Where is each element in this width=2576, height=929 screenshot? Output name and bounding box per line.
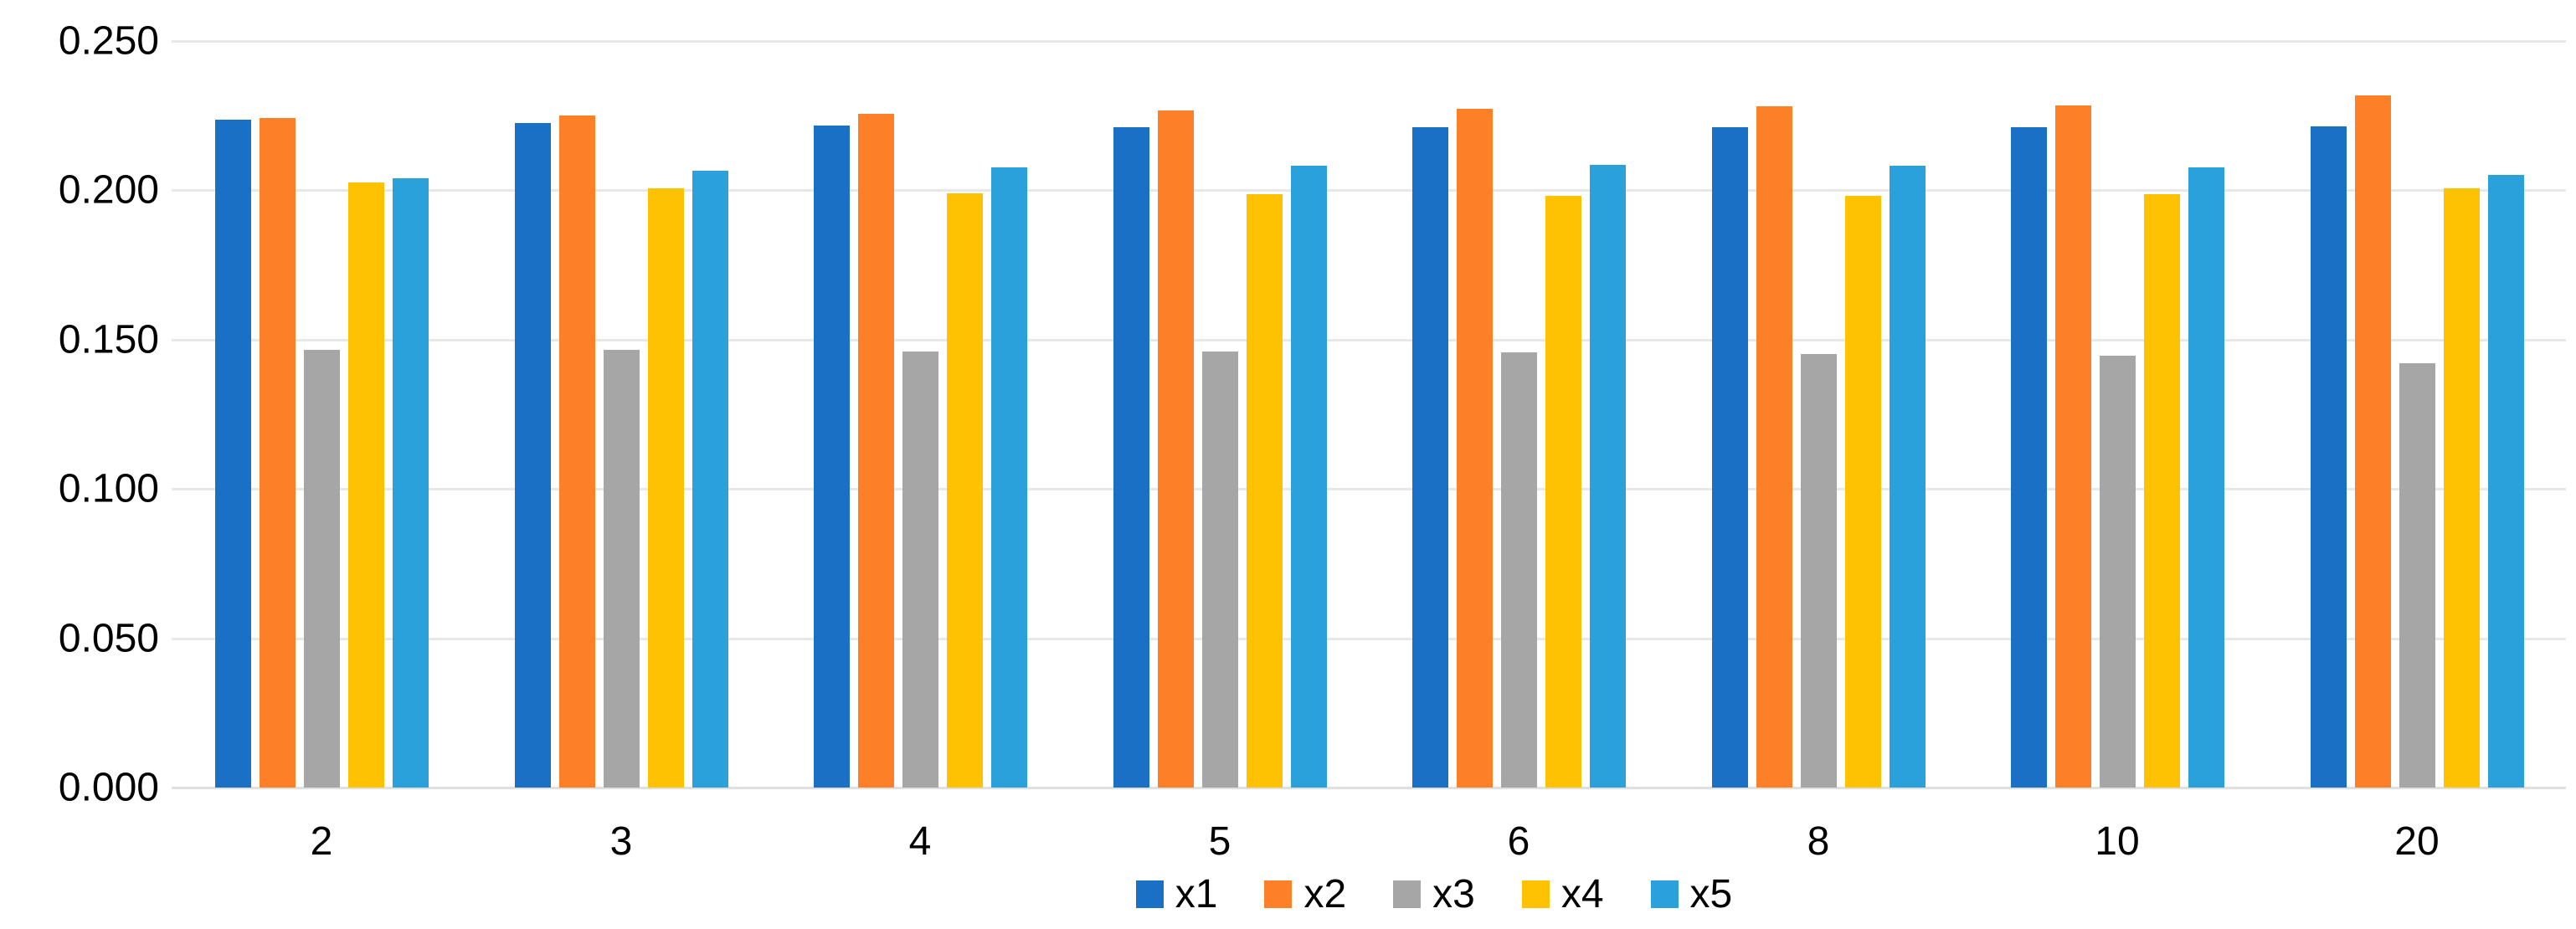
bar-x2-6 bbox=[1456, 109, 1493, 788]
bar-x1-20 bbox=[2310, 126, 2347, 788]
x-axis: 2 3 4 5 6 8 10 20 bbox=[172, 819, 2566, 869]
y-tick-label: 0.100 bbox=[58, 466, 159, 511]
legend-item-x5: x5 bbox=[1650, 871, 1733, 917]
bar-x2-10 bbox=[2054, 105, 2091, 788]
legend-swatch-x3 bbox=[1393, 880, 1422, 909]
x-tick-label: 3 bbox=[609, 819, 633, 864]
bar-x3-2 bbox=[303, 350, 340, 788]
gridline bbox=[172, 40, 2566, 43]
x-tick-label: 20 bbox=[2394, 819, 2440, 864]
bar-x5-10 bbox=[2188, 167, 2224, 788]
legend-swatch-x4 bbox=[1521, 880, 1550, 909]
legend-swatch-x1 bbox=[1135, 880, 1164, 909]
gridline bbox=[172, 339, 2566, 341]
bar-x1-5 bbox=[1113, 127, 1149, 788]
bar-x1-4 bbox=[813, 126, 850, 788]
y-tick-label: 0.150 bbox=[58, 317, 159, 362]
legend: x1 x2 x3 x4 x5 bbox=[237, 871, 2576, 917]
bar-x4-3 bbox=[647, 188, 684, 788]
bar-x3-4 bbox=[902, 352, 938, 788]
bar-x4-5 bbox=[1246, 194, 1283, 788]
x-tick-label: 8 bbox=[1807, 819, 1830, 864]
bar-x5-2 bbox=[392, 178, 429, 788]
bar-x1-3 bbox=[514, 123, 551, 788]
bar-x4-6 bbox=[1545, 196, 1581, 788]
bar-x4-2 bbox=[347, 182, 384, 788]
y-tick-label: 0.000 bbox=[58, 765, 159, 810]
bar-x5-5 bbox=[1290, 166, 1327, 788]
bar-x3-5 bbox=[1201, 352, 1238, 788]
bar-x1-10 bbox=[2010, 127, 2047, 788]
x-tick-label: 6 bbox=[1507, 819, 1530, 864]
y-tick-label: 0.250 bbox=[58, 18, 159, 64]
legend-label: x5 bbox=[1689, 872, 1733, 916]
gridline bbox=[172, 488, 2566, 490]
bar-x5-8 bbox=[1889, 166, 1926, 788]
bar-x3-20 bbox=[2399, 363, 2435, 788]
y-axis: 0.250 0.200 0.150 0.100 0.050 0.000 bbox=[0, 18, 159, 809]
y-tick-label: 0.050 bbox=[58, 616, 159, 661]
bar-group-4 bbox=[770, 41, 1070, 788]
bar-x5-6 bbox=[1589, 165, 1626, 788]
bar-x4-20 bbox=[2443, 188, 2480, 788]
bar-x2-2 bbox=[259, 118, 296, 788]
bar-x1-6 bbox=[1411, 127, 1448, 788]
legend-swatch-x5 bbox=[1650, 880, 1679, 909]
bar-group-6 bbox=[1369, 41, 1668, 788]
bar-x3-6 bbox=[1500, 352, 1537, 788]
y-tick-label: 0.200 bbox=[58, 167, 159, 213]
legend-item-x2: x2 bbox=[1264, 871, 1346, 917]
bar-group-2 bbox=[172, 41, 471, 788]
bar-group-3 bbox=[471, 41, 771, 788]
bar-x2-20 bbox=[2354, 95, 2391, 788]
legend-label: x2 bbox=[1303, 872, 1347, 916]
legend-item-x4: x4 bbox=[1521, 871, 1604, 917]
bar-x2-4 bbox=[857, 114, 894, 788]
bar-x4-10 bbox=[2143, 194, 2180, 788]
bar-x5-20 bbox=[2487, 175, 2524, 788]
bar-x5-3 bbox=[692, 171, 728, 788]
legend-item-x1: x1 bbox=[1135, 871, 1218, 917]
gridline bbox=[172, 638, 2566, 640]
bar-group-8 bbox=[1668, 41, 1968, 788]
bar-group-5 bbox=[1070, 41, 1370, 788]
bar-x2-3 bbox=[558, 115, 595, 788]
bar-x4-8 bbox=[1844, 196, 1881, 788]
legend-label: x3 bbox=[1432, 872, 1475, 916]
bar-x5-4 bbox=[990, 167, 1027, 788]
bar-x2-5 bbox=[1157, 110, 1194, 788]
bar-x4-4 bbox=[946, 193, 983, 788]
legend-item-x3: x3 bbox=[1393, 871, 1475, 917]
bar-group-20 bbox=[2267, 41, 2567, 788]
bar-x3-8 bbox=[1800, 354, 1837, 788]
gridline bbox=[172, 189, 2566, 192]
legend-swatch-x2 bbox=[1264, 880, 1293, 909]
bar-x2-8 bbox=[1756, 106, 1792, 788]
plot-area bbox=[172, 40, 2567, 789]
bar-x1-2 bbox=[214, 120, 251, 788]
bar-x3-3 bbox=[603, 350, 640, 788]
x-tick-label: 5 bbox=[1208, 819, 1231, 864]
x-tick-label: 4 bbox=[908, 819, 932, 864]
legend-label: x1 bbox=[1175, 872, 1218, 916]
bar-x3-10 bbox=[2099, 356, 2136, 788]
x-tick-label: 10 bbox=[2095, 819, 2140, 864]
x-tick-label: 2 bbox=[310, 819, 333, 864]
bar-group-10 bbox=[1967, 41, 2267, 788]
bar-x1-8 bbox=[1711, 127, 1748, 788]
legend-label: x4 bbox=[1561, 872, 1604, 916]
x-axis-line bbox=[172, 787, 2566, 789]
